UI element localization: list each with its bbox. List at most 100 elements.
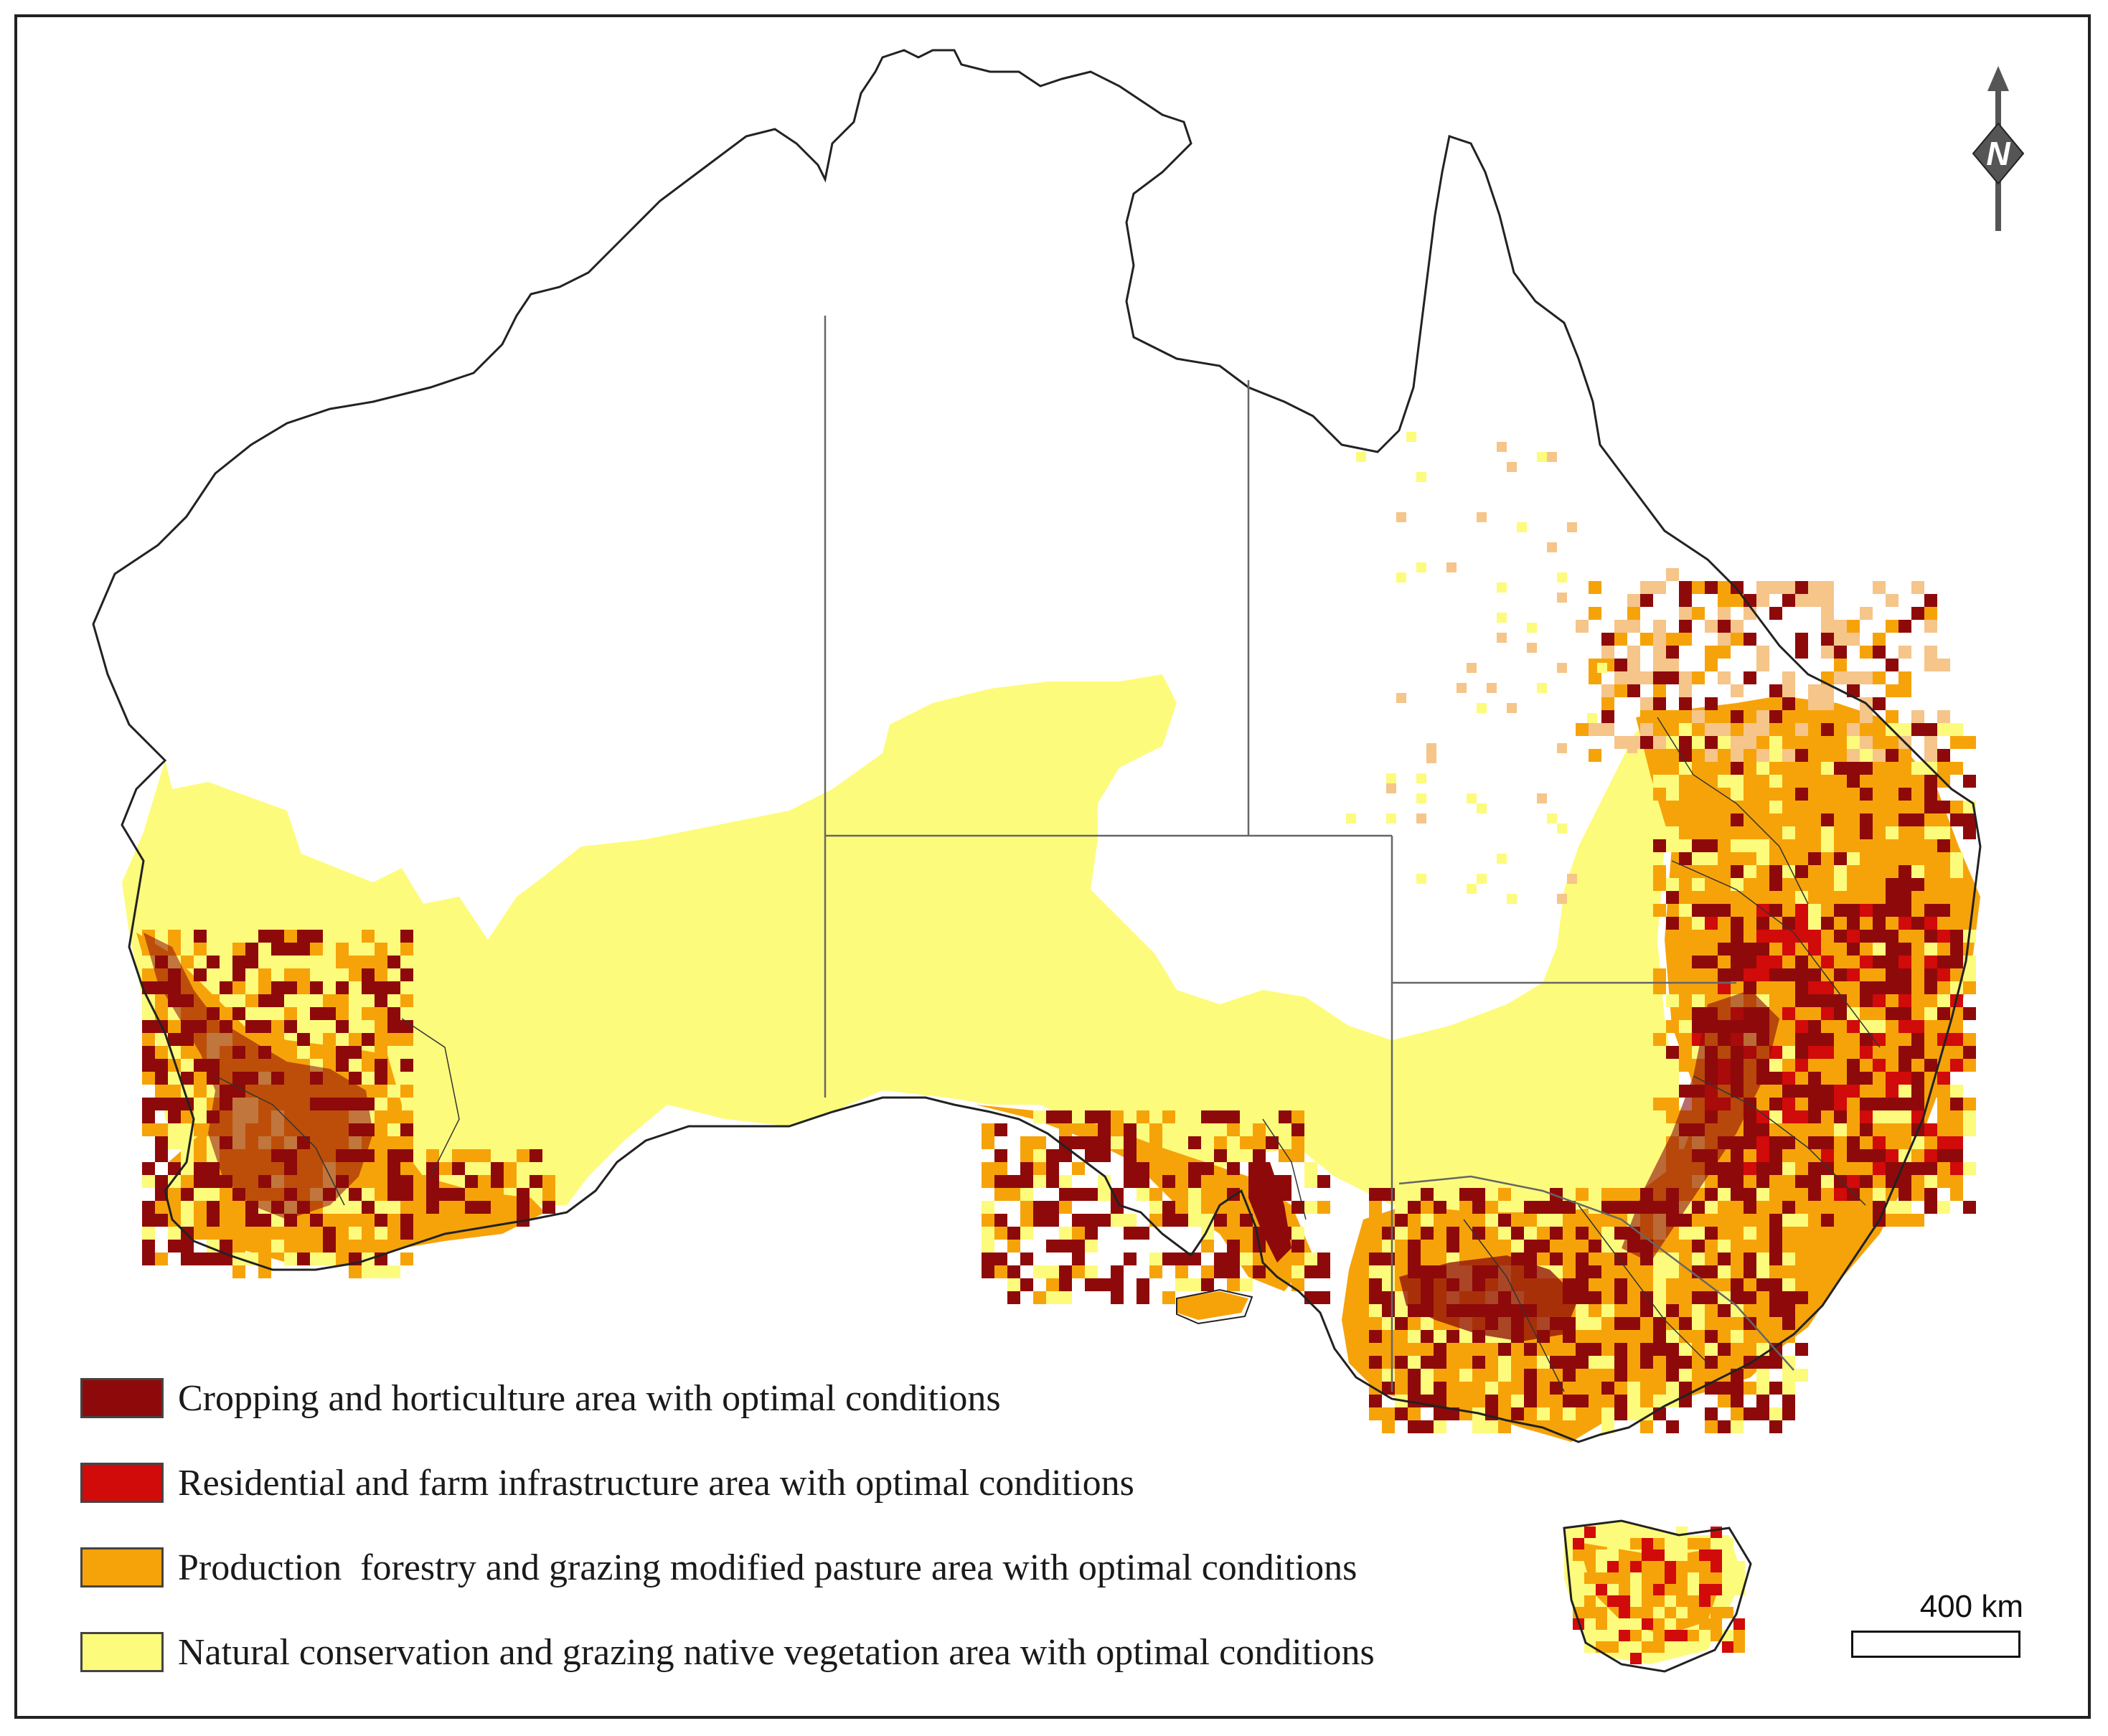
land-use-cell — [1665, 1561, 1676, 1572]
land-use-cell — [1744, 1214, 1756, 1227]
land-use-cell — [1898, 956, 1911, 968]
land-use-cell — [1666, 1046, 1679, 1059]
land-use-cell — [362, 1227, 375, 1240]
land-use-cell — [194, 1253, 207, 1265]
land-use-cell — [1033, 1162, 1046, 1175]
land-use-cell — [1627, 1407, 1640, 1420]
land-use-cell — [1240, 1136, 1253, 1149]
land-use-cell — [1589, 671, 1601, 684]
land-use-cell — [1847, 956, 1860, 968]
land-use-cell — [1886, 1201, 1898, 1214]
land-use-cell — [1584, 1607, 1596, 1618]
land-use-cell — [1676, 1595, 1688, 1607]
cropping-yorke-region — [1248, 1162, 1291, 1263]
land-use-cell — [1898, 1059, 1911, 1072]
land-use-cell — [1291, 1110, 1304, 1123]
land-use-cell — [1046, 1162, 1059, 1175]
land-use-cell — [1188, 1201, 1201, 1214]
land-use-cell — [375, 968, 387, 981]
land-use-cell — [1046, 1291, 1059, 1304]
land-use-cell — [336, 943, 349, 956]
land-use-cell — [1911, 1033, 1924, 1046]
land-use-cell — [1627, 594, 1640, 607]
land-use-cell — [1782, 930, 1795, 943]
land-use-cell — [1937, 968, 1950, 981]
land-use-cell — [375, 1201, 387, 1214]
land-use-cell — [1898, 1136, 1911, 1149]
land-use-cell — [1614, 1317, 1627, 1330]
land-use-cell — [1722, 1641, 1733, 1653]
land-use-cell — [1497, 854, 1507, 864]
land-use-cell — [1072, 1214, 1085, 1227]
land-use-cell — [1356, 452, 1366, 462]
land-use-cell — [1416, 773, 1426, 783]
land-use-cell — [1937, 659, 1950, 671]
land-use-cell — [1676, 1630, 1688, 1641]
land-use-cell — [220, 981, 232, 994]
land-use-cell — [1898, 981, 1911, 994]
land-use-cell — [142, 1098, 155, 1110]
land-use-cell — [1847, 917, 1860, 930]
land-use-cell — [1769, 878, 1782, 891]
land-use-cell — [194, 1149, 207, 1162]
land-use-cell — [1214, 1214, 1227, 1227]
land-use-cell — [1860, 904, 1873, 917]
land-use-cell — [387, 930, 400, 943]
land-use-cell — [220, 1201, 232, 1214]
land-use-cell — [1020, 1175, 1033, 1188]
land-use-cell — [1642, 1607, 1653, 1618]
land-use-cell — [1860, 1020, 1873, 1033]
land-use-cell — [1911, 981, 1924, 994]
land-use-cell — [1705, 1253, 1718, 1265]
land-use-cell — [1524, 1369, 1537, 1382]
land-use-cell — [1059, 1291, 1072, 1304]
land-use-cell — [1527, 643, 1537, 653]
land-use-cell — [1214, 1110, 1227, 1123]
land-use-cell — [1653, 723, 1666, 736]
land-use-cell — [1711, 1584, 1722, 1595]
land-use-cell — [400, 930, 413, 943]
land-use-cell — [478, 1175, 491, 1188]
land-use-cell — [1937, 826, 1950, 839]
land-use-cell — [1020, 1188, 1033, 1201]
land-use-cell — [1860, 1175, 1873, 1188]
land-use-cell — [1627, 684, 1640, 697]
land-use-cell — [1821, 1059, 1834, 1072]
land-use-cell — [1679, 684, 1692, 697]
land-use-cell — [400, 968, 413, 981]
land-use-cell — [1007, 1227, 1020, 1240]
land-use-cell — [1059, 1240, 1072, 1253]
land-use-cell — [1596, 1549, 1607, 1561]
land-use-cell — [1642, 1527, 1653, 1538]
land-use-cell — [1963, 1046, 1976, 1059]
land-use-cell — [413, 1201, 426, 1214]
land-use-cell — [1722, 1607, 1733, 1618]
land-use-cell — [1847, 930, 1860, 943]
land-use-cell — [1950, 1136, 1963, 1149]
land-use-cell — [1614, 736, 1627, 749]
land-use-cell — [426, 1149, 439, 1162]
land-use-cell — [1369, 1240, 1382, 1253]
land-use-cell — [258, 1033, 271, 1046]
land-use-cell — [181, 1201, 194, 1214]
land-use-cell — [1769, 1098, 1782, 1110]
land-use-cell — [142, 1059, 155, 1072]
land-use-cell — [1072, 1265, 1085, 1278]
land-use-cell — [1782, 994, 1795, 1007]
land-use-cell — [504, 1201, 517, 1214]
land-use-cell — [1873, 697, 1886, 710]
land-use-cell — [1860, 1110, 1873, 1123]
land-use-cell — [387, 1085, 400, 1098]
land-use-cell — [155, 1253, 168, 1265]
land-use-cell — [1227, 1110, 1240, 1123]
land-use-cell — [1584, 1527, 1596, 1538]
land-use-cell — [232, 1240, 245, 1253]
land-use-cell — [155, 1098, 168, 1110]
land-use-cell — [1692, 852, 1705, 865]
land-use-cell — [1382, 1227, 1395, 1240]
land-use-cell — [1756, 943, 1769, 956]
land-use-cell — [1459, 1369, 1472, 1382]
land-use-cell — [1808, 852, 1821, 865]
land-use-cell — [284, 1253, 297, 1265]
land-use-cell — [1795, 865, 1808, 878]
